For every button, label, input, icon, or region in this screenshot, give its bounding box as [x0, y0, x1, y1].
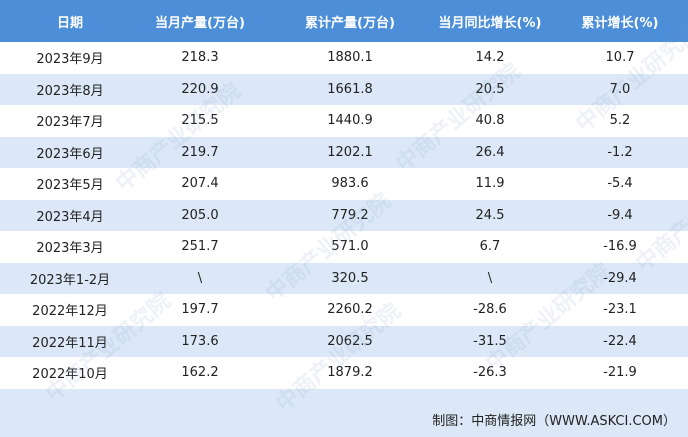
table-cell: 251.7	[181, 239, 219, 255]
table-cell: -16.9	[603, 239, 637, 255]
table-cell: 1879.2	[327, 365, 373, 381]
table-cell: 26.4	[475, 144, 505, 160]
table-cell: 219.7	[181, 144, 219, 160]
table-cell: 571.0	[331, 239, 369, 255]
table-cell: 1880.1	[327, 50, 373, 66]
table-cell: 779.2	[331, 207, 369, 223]
table-cell: 162.2	[181, 365, 219, 381]
table-row: 2023年7月 215.5 1440.9 40.8 5.2	[0, 105, 688, 137]
table-cell: 14.2	[475, 50, 505, 66]
table-cell: 207.4	[181, 176, 219, 192]
table-cell: \	[197, 270, 203, 286]
table-cell: 2023年5月	[36, 178, 104, 194]
table-cell: 205.0	[181, 207, 219, 223]
table-cell: -28.6	[473, 302, 507, 318]
table-cell: 7.0	[609, 81, 631, 97]
table-row: 2023年9月 218.3 1880.1 14.2 10.7	[0, 42, 688, 74]
table-cell: 6.7	[479, 239, 501, 255]
header-cell: 累计增长(%)	[581, 15, 659, 31]
table-cell: 220.9	[181, 81, 219, 97]
header-cell: 当月同比增长(%)	[438, 15, 542, 31]
table-cell: 2023年8月	[36, 83, 104, 99]
table-cell: 10.7	[605, 50, 635, 66]
table-cell: 2023年6月	[36, 146, 104, 162]
table-cell: 5.2	[609, 113, 631, 129]
table-cell: 2022年10月	[32, 367, 108, 383]
table-row: 2022年12月 197.7 2260.2 -28.6 -23.1	[0, 294, 688, 326]
header-cell: 日期	[56, 15, 84, 31]
table-cell: -1.2	[607, 144, 633, 160]
table-cell: 40.8	[475, 113, 505, 129]
table-cell: 2023年3月	[36, 241, 104, 257]
table-cell: 1440.9	[327, 113, 373, 129]
table-cell: 215.5	[181, 113, 219, 129]
table-cell: -23.1	[603, 302, 637, 318]
table-cell: 20.5	[475, 81, 505, 97]
header-row: 日期 当月产量(万台) 累计产量(万台) 当月同比增长(%) 累计增长(%)	[0, 0, 688, 42]
table-row: 2023年3月 251.7 571.0 6.7 -16.9	[0, 231, 688, 263]
table-row: 2023年6月 219.7 1202.1 26.4 -1.2	[0, 136, 688, 168]
table-row: 2023年8月 220.9 1661.8 20.5 7.0	[0, 73, 688, 105]
table-cell: -21.9	[603, 365, 637, 381]
header-cell: 累计产量(万台)	[305, 15, 395, 31]
table-cell: -22.4	[603, 333, 637, 349]
table-cell: 2260.2	[327, 302, 373, 318]
table-cell: 173.6	[181, 333, 219, 349]
table-row: 2022年10月 162.2 1879.2 -26.3 -21.9	[0, 357, 688, 389]
table-cell: -29.4	[603, 270, 637, 286]
table-row: 2023年1-2月 \ 320.5 \ -29.4	[0, 262, 688, 294]
table-cell: 2023年7月	[36, 115, 104, 131]
table-cell: 11.9	[475, 176, 505, 192]
source-note: 制图：中商情报网（WWW.ASKCI.COM）	[432, 414, 676, 429]
table-cell: -5.4	[607, 176, 633, 192]
table-cell: 983.6	[331, 176, 369, 192]
table-cell: -9.4	[607, 207, 633, 223]
table-cell: 1661.8	[327, 81, 373, 97]
table-row: 2023年4月 205.0 779.2 24.5 -9.4	[0, 199, 688, 231]
table-cell: 2023年1-2月	[29, 272, 111, 288]
table-cell: -31.5	[473, 333, 507, 349]
table-cell: 24.5	[475, 207, 505, 223]
table-cell: 2022年12月	[32, 304, 108, 320]
table-cell: \	[487, 270, 493, 286]
table-cell: 2022年11月	[32, 335, 108, 351]
table-cell: 1202.1	[327, 144, 373, 160]
table-row: 2022年11月 173.6 2062.5 -31.5 -22.4	[0, 325, 688, 357]
table-cell: 197.7	[181, 302, 219, 318]
table-cell: 320.5	[331, 270, 369, 286]
table-cell: 2023年9月	[36, 52, 104, 68]
table-cell: 2062.5	[327, 333, 373, 349]
table-cell: -26.3	[473, 365, 507, 381]
table-row: 2023年5月 207.4 983.6 11.9 -5.4	[0, 168, 688, 200]
header-cell: 当月产量(万台)	[155, 15, 245, 31]
table-cell: 218.3	[181, 50, 219, 66]
table-cell: 2023年4月	[36, 209, 104, 225]
